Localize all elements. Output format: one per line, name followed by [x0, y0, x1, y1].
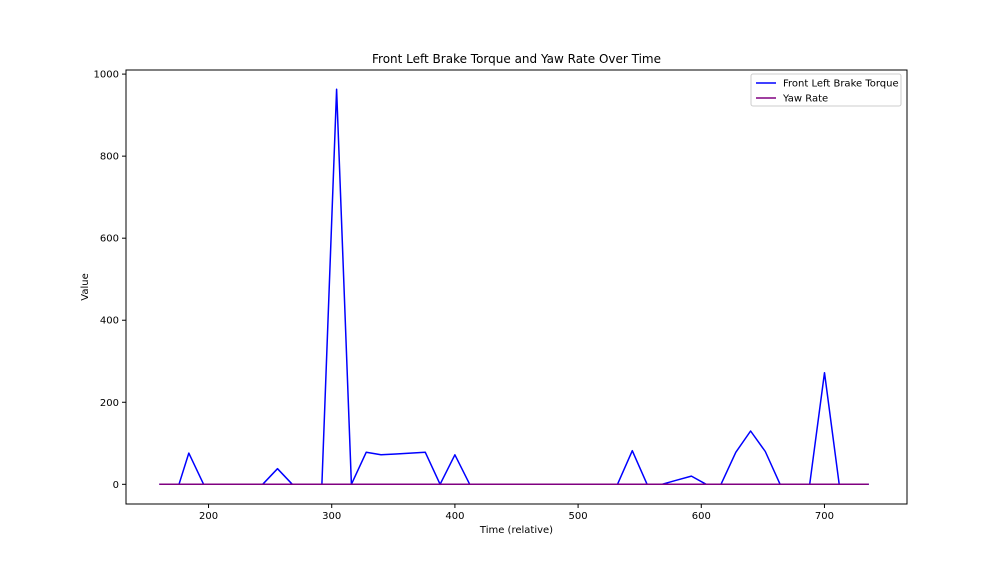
- y-tick-label: 1000: [94, 70, 119, 81]
- x-axis-label: Time (relative): [479, 525, 553, 536]
- y-axis: 0 200 400 600 800 1000: [94, 70, 126, 491]
- x-tick-label: 200: [199, 511, 218, 522]
- series-layer: [159, 88, 869, 486]
- y-tick-label: 400: [100, 316, 119, 327]
- y-tick-label: 200: [100, 398, 119, 409]
- y-tick-label: 800: [100, 152, 119, 163]
- chart-title: Front Left Brake Torque and Yaw Rate Ove…: [372, 52, 661, 66]
- plot-area-frame: [125, 69, 908, 505]
- y-axis-label: Value: [80, 273, 91, 300]
- x-tick-label: 700: [815, 511, 834, 522]
- x-axis: 200 300 400 500 600 700: [199, 504, 834, 522]
- y-tick-label: 0: [113, 480, 119, 491]
- x-tick-label: 600: [692, 511, 711, 522]
- legend: Front Left Brake Torque Yaw Rate: [750, 73, 902, 107]
- x-tick-label: 400: [445, 511, 464, 522]
- legend-label-1: Front Left Brake Torque: [783, 79, 899, 90]
- legend-label-2: Yaw Rate: [782, 94, 828, 105]
- x-tick-label: 500: [569, 511, 588, 522]
- x-tick-label: 300: [322, 511, 341, 522]
- legend-box: [750, 73, 902, 107]
- y-tick-label: 600: [100, 234, 119, 245]
